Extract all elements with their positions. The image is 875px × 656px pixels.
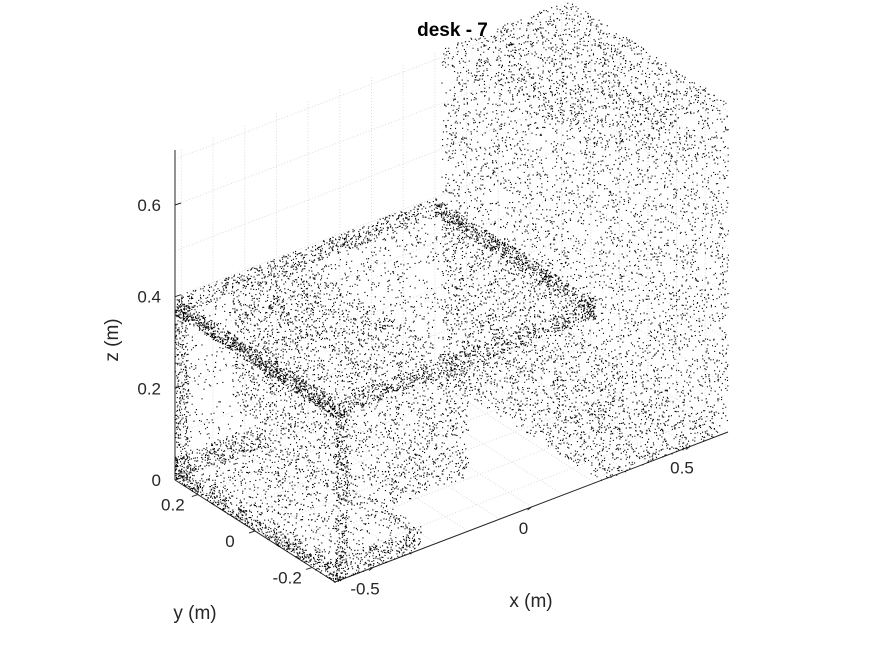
x-tick-label: 0.5 xyxy=(670,459,694,478)
grid xyxy=(174,2,729,581)
point-cloud xyxy=(175,2,729,583)
grid-line xyxy=(174,192,569,343)
z-tick xyxy=(174,202,182,206)
x-tick xyxy=(368,567,374,571)
x-tick xyxy=(527,506,532,511)
z-tick-label: 0.2 xyxy=(137,379,161,398)
y-tick-label: -0.2 xyxy=(272,568,301,587)
y-tick xyxy=(305,566,313,570)
y-tick xyxy=(248,530,256,534)
grid-line xyxy=(311,416,706,568)
z-tick-label: 0 xyxy=(152,471,161,490)
point-cloud-points xyxy=(175,2,729,583)
y-tick-label: 0 xyxy=(225,532,234,551)
grid-line xyxy=(307,428,469,532)
z-tick-label: 0.6 xyxy=(137,196,161,215)
grid-line xyxy=(174,237,569,389)
grid-line xyxy=(254,380,649,532)
grid-line xyxy=(174,146,569,298)
grid-line xyxy=(567,192,729,295)
y-tick xyxy=(191,494,199,498)
grid-line xyxy=(567,237,729,341)
chart-title: desk - 7 xyxy=(417,20,488,41)
x-axis-label: x (m) xyxy=(509,591,552,612)
x-tick-label: -0.5 xyxy=(350,579,379,598)
z-tick xyxy=(174,294,182,298)
grid-line xyxy=(226,362,620,514)
grid-line xyxy=(197,344,592,496)
z-axis-label: z (m) xyxy=(102,318,123,361)
grid-line xyxy=(174,100,569,252)
grid-line xyxy=(174,283,569,435)
x-tick xyxy=(685,446,691,450)
grid-line xyxy=(283,398,677,550)
grid-line xyxy=(174,54,569,206)
y-tick-label: 0.2 xyxy=(161,496,185,515)
x-tick-label: 0 xyxy=(519,519,528,538)
z-tick-label: 0.4 xyxy=(137,288,161,307)
grid-line xyxy=(174,8,569,160)
axis-labels: -0.500.50.20-0.200.20.40.6x (m)y (m)z (m… xyxy=(102,196,694,624)
grid-line xyxy=(174,329,569,481)
y-axis-label: y (m) xyxy=(173,603,216,624)
